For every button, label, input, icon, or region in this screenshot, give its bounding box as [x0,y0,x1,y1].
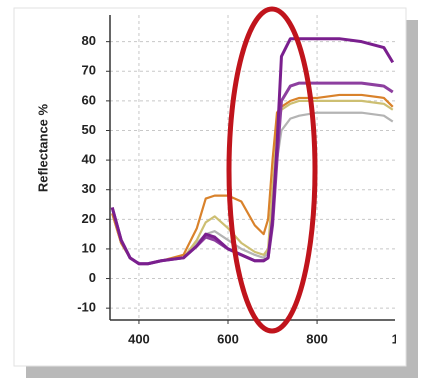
y-tick-label: 10 [82,240,96,255]
y-tick-label: 80 [82,33,96,48]
x-tick-label: 400 [128,331,150,346]
y-tick-label: 20 [82,211,96,226]
y-tick-label: 60 [82,92,96,107]
y-axis-label: Reflectance % [35,103,50,192]
series-line [110,37,395,266]
y-tick-label: 50 [82,122,96,137]
highlight-ellipse [226,6,318,334]
card [13,7,407,367]
x-tick-label: 600 [217,331,239,346]
x-tick-label: 800 [306,331,328,346]
x-tick-label: 1000 [392,331,421,346]
y-tick-label: 40 [82,152,96,167]
y-tick-label: -10 [77,300,96,315]
y-tick-label: 0 [89,270,96,285]
plot: -10 0 10 20 30 40 50 60 70 80 400 600 800 1000 [77,15,421,346]
y-tick-label: 70 [82,63,96,78]
y-tick-label: 30 [82,181,96,196]
